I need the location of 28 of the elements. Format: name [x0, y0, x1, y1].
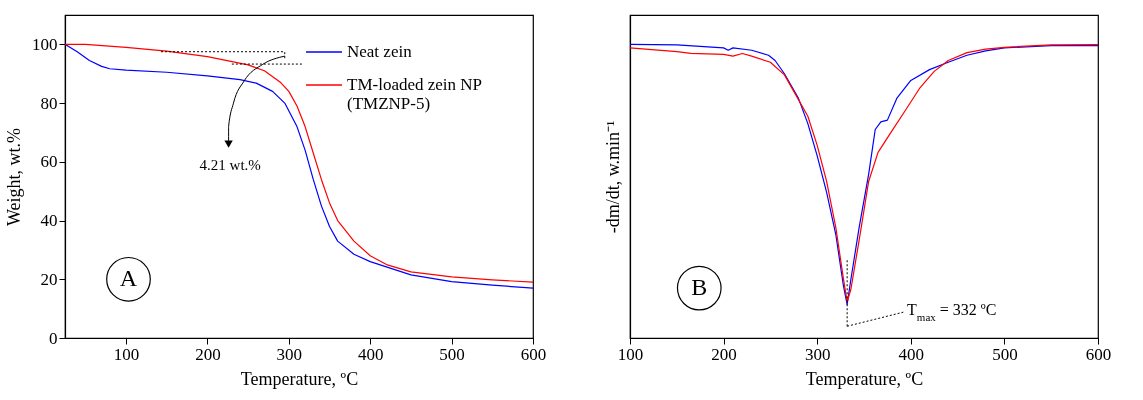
legend-label: TM-loaded zein NP (TMZNP-5): [347, 75, 483, 113]
x-tick-label: 400: [898, 344, 925, 364]
x-tick-label: 100: [617, 344, 644, 364]
y-tick-label: 100: [32, 34, 58, 54]
annotation: 4.21 wt.%: [199, 156, 261, 173]
x-tick-label: 500: [992, 344, 1018, 364]
x-tick-label: 600: [520, 344, 547, 364]
y-axis-title: Weight, wt.%: [4, 127, 24, 227]
legend-label: Neat zein: [347, 42, 413, 61]
y-tick-label: 40: [40, 211, 58, 231]
y-tick-label: 20: [40, 269, 58, 289]
x-tick-label: 600: [1085, 344, 1112, 364]
x-tick-label: 300: [804, 344, 831, 364]
x-tick-label: 200: [195, 344, 221, 364]
x-tick-label: 500: [439, 344, 465, 364]
ref-line-label: T$_{max}$ = 332 ºC: [907, 301, 997, 324]
y-tick-label: 80: [40, 93, 58, 113]
x-axis-title: Temperature, ºC: [805, 368, 924, 389]
x-tick-label: 300: [276, 344, 303, 364]
annotation: A: [119, 265, 138, 292]
x-tick-label: 200: [711, 344, 737, 364]
y-tick-label: 60: [40, 152, 58, 172]
y-axis-title: -dm/dt, w.min⁻¹: [602, 120, 623, 234]
x-axis-title: Temperature, ºC: [240, 368, 359, 389]
annotation: B: [691, 274, 708, 301]
x-tick-label: 100: [113, 344, 140, 364]
y-tick-label: 0: [49, 328, 58, 348]
x-tick-label: 400: [357, 344, 384, 364]
